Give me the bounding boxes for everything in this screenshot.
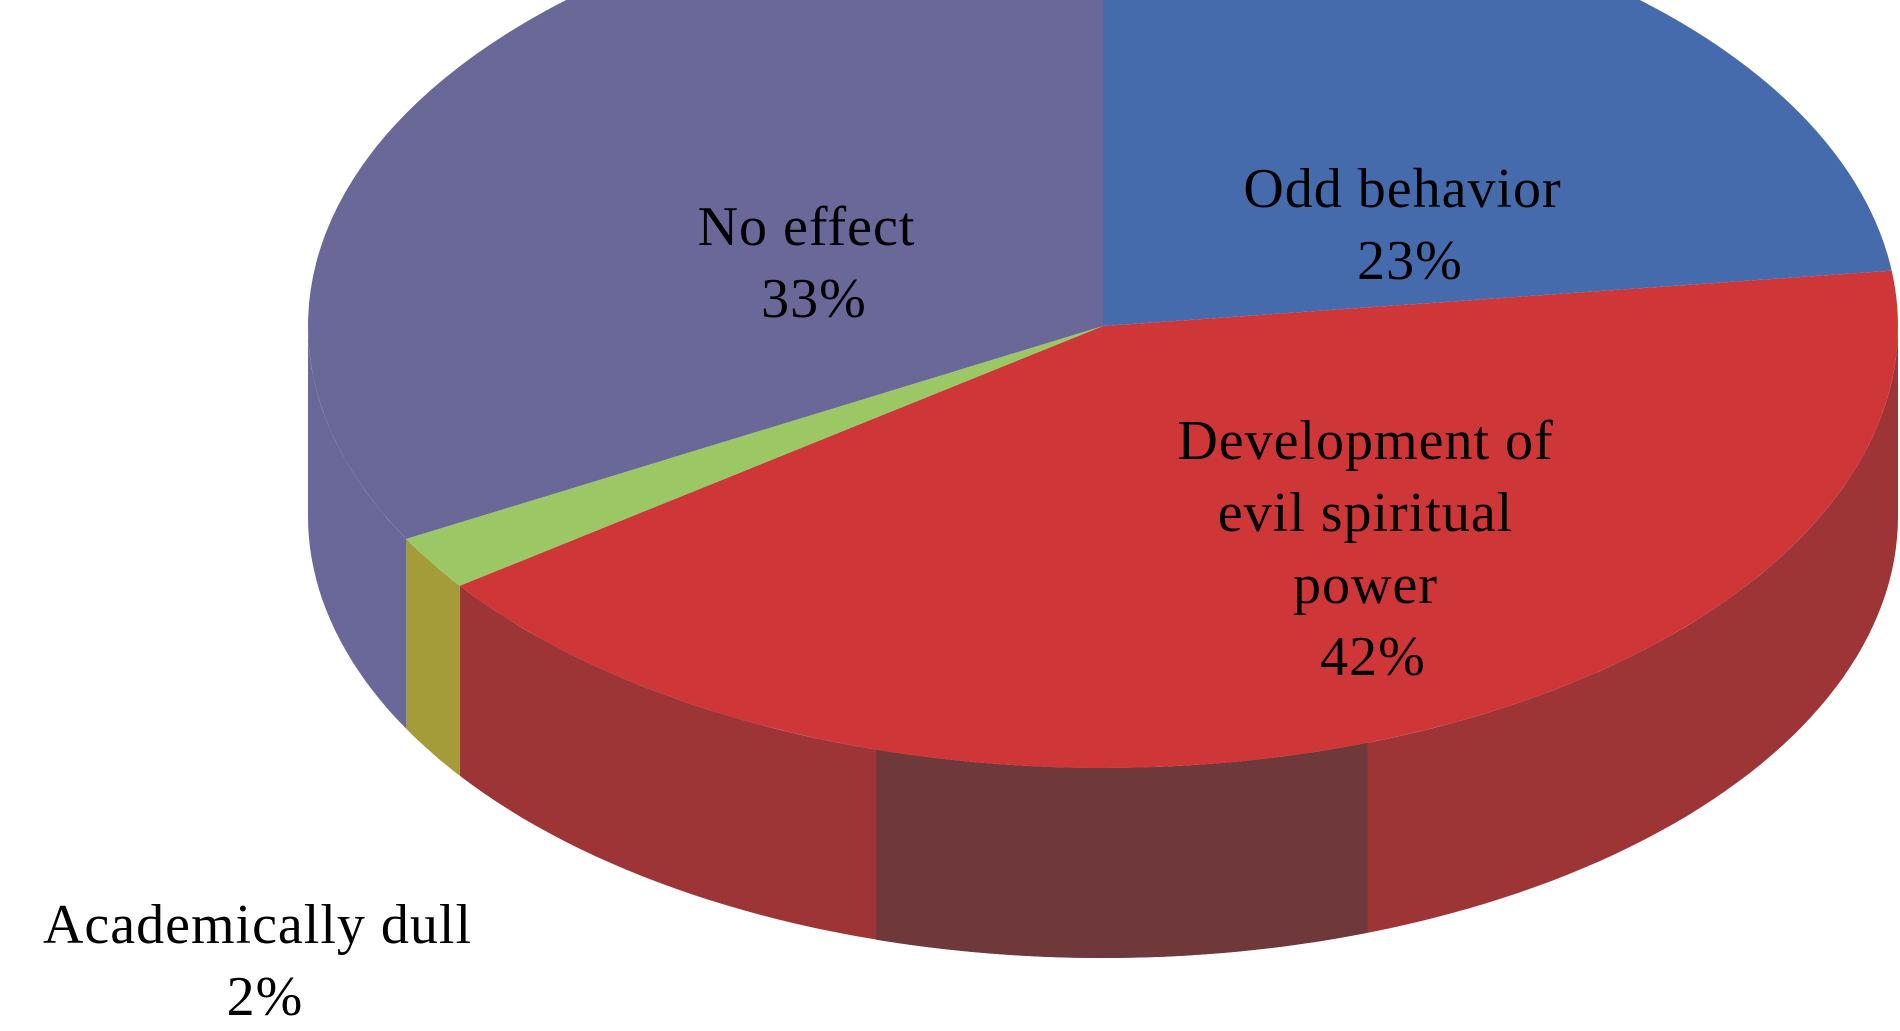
slice-evil-spiritual-power: [459, 270, 1898, 768]
pie-top-faces: [308, 0, 1898, 768]
slice-side-shade-dark: [876, 742, 1368, 958]
slice-side-evil-spiritual-power: [459, 326, 1898, 958]
slice-no-effect: [308, 0, 1103, 539]
slice-odd-behavior: [1103, 0, 1892, 326]
slice-label-odd-behavior: Odd behavior 23%: [1243, 158, 1576, 292]
slice-label-evil-spiritual-power: Development of evil spiritual power 42%: [1177, 410, 1568, 688]
slice-label-no-effect: No effect 33%: [698, 196, 931, 330]
slice-side-no-effect: [308, 326, 407, 729]
slice-academically-dull: [406, 326, 1103, 586]
slice-label-academically-dull: Academically dull 2%: [43, 894, 487, 1028]
pie-side-walls: [308, 326, 1898, 958]
slice-side-academically-dull: [406, 538, 460, 776]
